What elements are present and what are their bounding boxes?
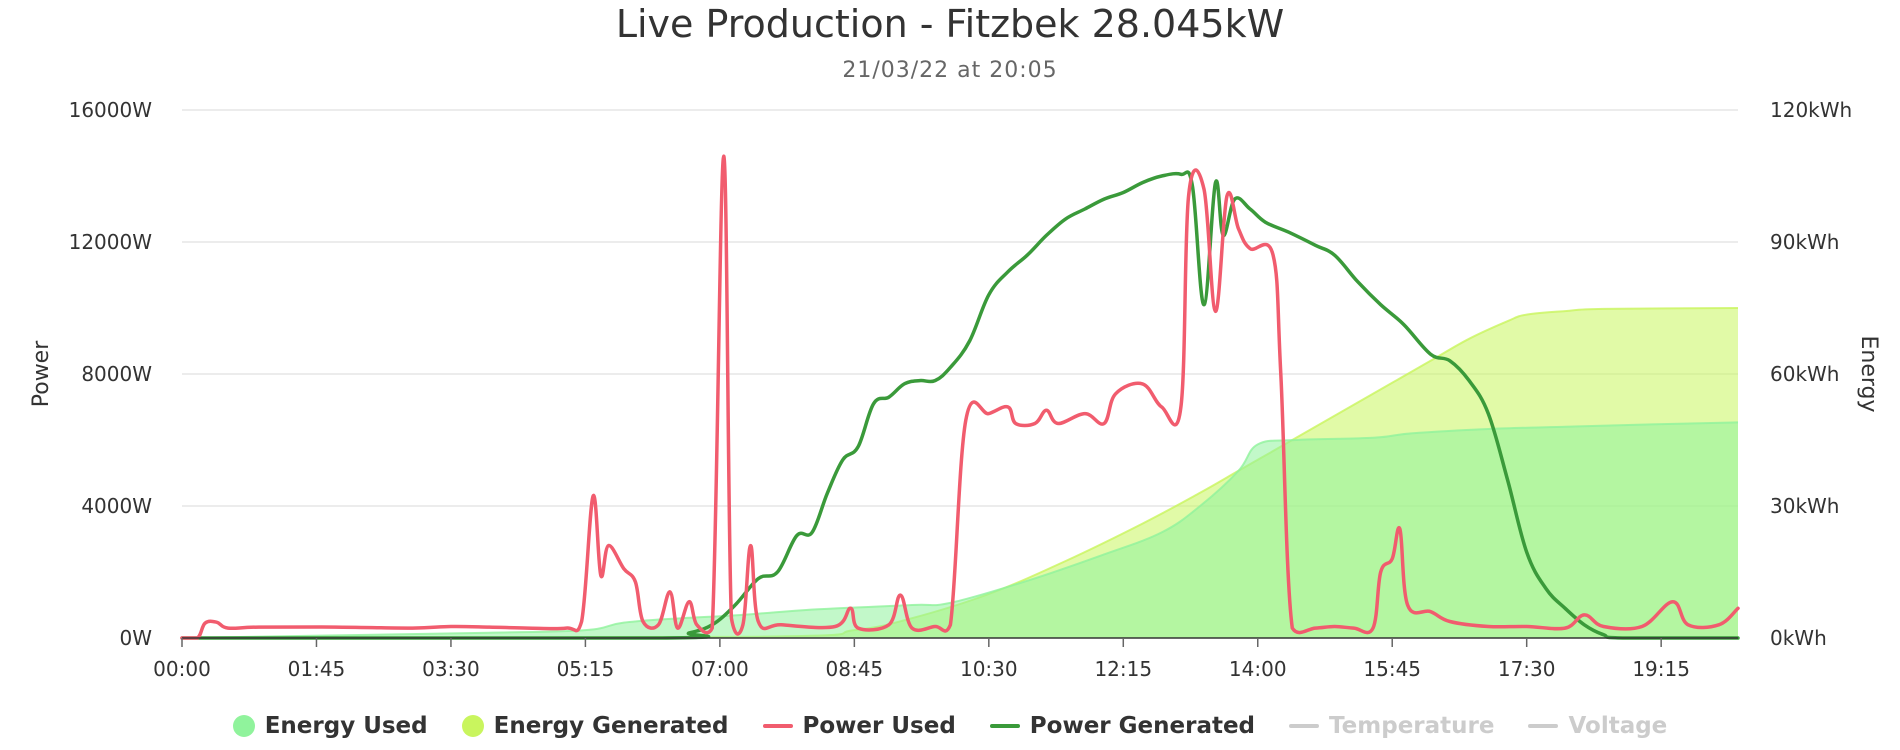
- y-right-tick-label: 60kWh: [1770, 362, 1839, 386]
- x-tick-label: 19:15: [1632, 657, 1690, 681]
- legend-dot-icon: [232, 715, 255, 737]
- x-tick-label: 01:45: [288, 657, 346, 681]
- x-tick-label: 07:00: [691, 657, 749, 681]
- chart-title: Live Production - Fitzbek 28.045kW: [615, 2, 1285, 46]
- y-left-axis-title: Power: [29, 340, 54, 407]
- line-series-layer: [180, 154, 1740, 640]
- y-right-tick-label: 90kWh: [1770, 230, 1839, 254]
- x-tick-label: 17:30: [1498, 657, 1556, 681]
- legend-item-label: Power Used: [802, 713, 956, 739]
- energy-used-area: [182, 422, 1738, 638]
- legend-item-label: Energy Used: [264, 713, 428, 739]
- x-tick-label: 08:45: [826, 657, 884, 681]
- x-tick-label: 00:00: [153, 657, 211, 681]
- y-left-tick-label: 12000W: [69, 230, 153, 254]
- legend-line-icon: [989, 724, 1020, 728]
- legend-item-energy-used[interactable]: Energy Used: [232, 713, 428, 739]
- legend-item-energy-generated[interactable]: Energy Generated: [461, 713, 729, 739]
- legend-item-power-generated[interactable]: Power Generated: [989, 713, 1256, 739]
- y-left-tick-label: 0W: [120, 626, 153, 650]
- legend-line-icon: [1289, 724, 1320, 728]
- legend-item-voltage[interactable]: Voltage: [1528, 713, 1667, 739]
- power-generated-line: [180, 170, 1740, 640]
- y-right-tick-label: 30kWh: [1770, 494, 1839, 518]
- x-tick-label: 05:15: [557, 657, 615, 681]
- legend-item-power-used[interactable]: Power Used: [762, 713, 956, 739]
- legend-item-label: Voltage: [1568, 713, 1668, 739]
- y-left-tick-label: 8000W: [81, 362, 152, 386]
- power-used-line: [180, 154, 1740, 640]
- x-tick-label: 15:45: [1363, 657, 1421, 681]
- legend-line-icon: [762, 724, 793, 728]
- legend-item-label: Power Generated: [1029, 713, 1256, 739]
- chart-subtitle: 21/03/22 at 20:05: [842, 58, 1058, 83]
- energy-used-area-edge: [181, 421, 1739, 639]
- legend-item-temperature[interactable]: Temperature: [1289, 713, 1494, 739]
- y-left-tick-label: 4000W: [81, 494, 152, 518]
- y-left-tick-label: 16000W: [69, 98, 153, 122]
- chart-legend: Energy Used Energy Generated Power Used Pow…: [0, 708, 1900, 744]
- x-tick-label: 12:15: [1094, 657, 1152, 681]
- y-right-axis-title: Energy: [1856, 335, 1881, 412]
- legend-item-label: Energy Generated: [493, 713, 729, 739]
- axis-layer: 0W 4000W 8000W 12000W 16000W 0kWh 30kWh 60kWh 90…: [29, 98, 1881, 681]
- chart-plot: 0W 4000W 8000W 12000W 16000W 0kWh 30kWh 60kWh 90…: [29, 98, 1881, 681]
- y-right-tick-label: 0kWh: [1770, 626, 1827, 650]
- x-tick-label: 10:30: [960, 657, 1018, 681]
- x-tick-label: 03:30: [422, 657, 480, 681]
- area-series-layer: [181, 307, 1739, 639]
- x-tick-label: 14:00: [1229, 657, 1287, 681]
- y-right-tick-label: 120kWh: [1770, 98, 1852, 122]
- legend-item-label: Temperature: [1329, 713, 1495, 739]
- legend-line-icon: [1528, 724, 1559, 728]
- legend-dot-icon: [461, 715, 484, 737]
